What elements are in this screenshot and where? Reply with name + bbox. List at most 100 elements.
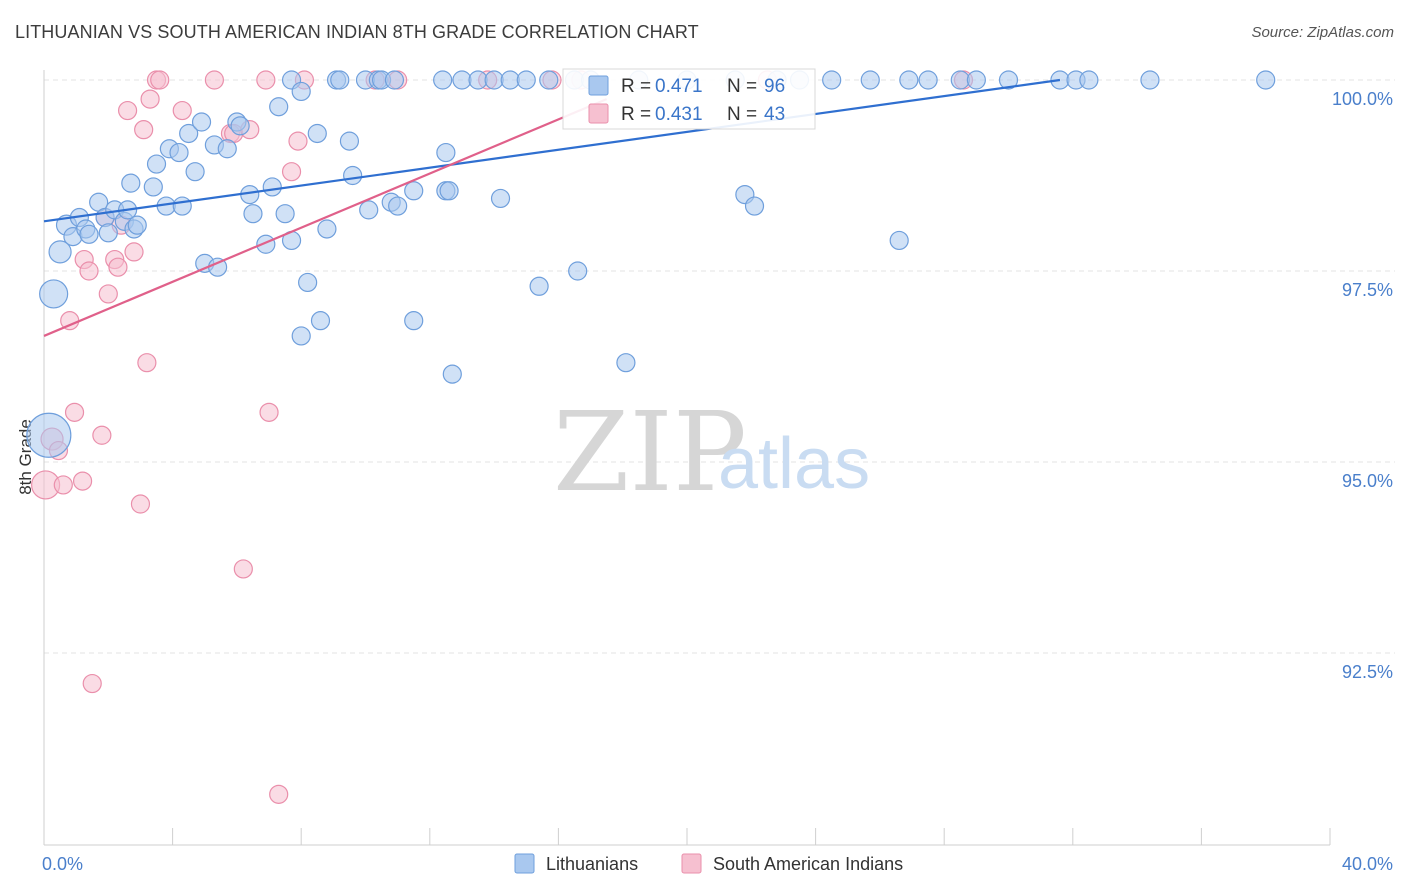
y-tick-label-3: 92.5% bbox=[1342, 662, 1393, 682]
south-american-indian-point-19 bbox=[134, 120, 154, 140]
south-american-indian-point-24 bbox=[172, 100, 192, 121]
lithuanian-point-33 bbox=[243, 204, 263, 224]
lithuanian-point-59 bbox=[433, 70, 453, 90]
south-american-indian-point-5 bbox=[64, 402, 85, 422]
x-ticks: 0.0% 40.0% bbox=[42, 828, 1393, 874]
lithuanian-point-42 bbox=[298, 272, 318, 293]
lithuanian-point-71 bbox=[539, 70, 559, 90]
south-american-indian-point-14 bbox=[108, 257, 128, 277]
legend-swatch-blue bbox=[588, 75, 609, 96]
legend-r-value-1: 0.471 bbox=[655, 76, 703, 97]
south-american-indian-point-31 bbox=[259, 402, 279, 422]
south-american-indian-point-21 bbox=[140, 89, 160, 109]
trend-line-1 bbox=[43, 98, 608, 337]
lithuanian-point-51 bbox=[359, 200, 379, 220]
south-american-indian-point-9 bbox=[82, 673, 102, 694]
lithuanian-point-63 bbox=[442, 364, 462, 384]
south-american-indian-point-18 bbox=[130, 494, 151, 514]
south-american-indian-point-8 bbox=[79, 261, 99, 281]
y-tick-label-0: 100.0% bbox=[1332, 89, 1393, 109]
lithuanian-point-83 bbox=[822, 70, 842, 90]
lithuanian-point-90 bbox=[998, 70, 1019, 90]
lithuanian-point-64 bbox=[452, 70, 472, 90]
lithuanian-point-36 bbox=[269, 97, 289, 117]
lithuanian-point-75 bbox=[616, 353, 636, 373]
south-american-indian-point-32 bbox=[269, 784, 289, 804]
lithuanian-point-65 bbox=[468, 70, 488, 90]
lithuanian-point-66 bbox=[484, 70, 504, 90]
lithuanian-point-1 bbox=[39, 279, 69, 309]
south-american-indian-point-12 bbox=[98, 284, 118, 304]
lithuanian-point-67 bbox=[490, 188, 511, 209]
lithuanian-point-93 bbox=[1079, 70, 1099, 90]
series-legend: Lithuanians South American Indians bbox=[514, 853, 903, 874]
lithuanian-point-0 bbox=[26, 412, 72, 458]
legend-swatch-south-american-indians bbox=[681, 853, 702, 874]
lithuanian-point-21 bbox=[169, 142, 189, 163]
lithuanian-point-41 bbox=[291, 326, 311, 346]
south-american-indian-point-17 bbox=[124, 242, 144, 262]
lithuanian-point-10 bbox=[98, 223, 118, 243]
lithuanian-point-60 bbox=[436, 142, 456, 163]
legend-swatch-lithuanians bbox=[514, 853, 535, 874]
lithuanian-point-35 bbox=[262, 177, 282, 197]
legend-n-label-2: N = bbox=[727, 104, 757, 125]
lithuanian-point-14 bbox=[121, 173, 141, 193]
stats-legend: R = 0.471 N = 96 R = 0.431 N = 43 bbox=[562, 68, 816, 130]
lithuanian-point-49 bbox=[343, 165, 363, 186]
south-american-indian-point-3 bbox=[53, 475, 73, 495]
lithuanian-point-43 bbox=[307, 123, 327, 144]
watermark-zip: ZIP bbox=[553, 388, 747, 516]
y-tick-label-1: 97.5% bbox=[1342, 280, 1393, 300]
south-american-indian-point-16 bbox=[117, 100, 138, 121]
lithuanian-point-17 bbox=[143, 177, 163, 197]
lithuanian-point-40 bbox=[291, 81, 311, 102]
legend-r-label-2: R = bbox=[621, 104, 651, 125]
legend-n-value-2: 43 bbox=[764, 104, 785, 125]
lithuanian-point-7 bbox=[79, 224, 99, 244]
lithuanian-point-57 bbox=[404, 181, 424, 201]
watermark-atlas: atlas bbox=[718, 424, 870, 504]
lithuanian-point-24 bbox=[185, 162, 205, 182]
y-tick-labels: 100.0% 97.5% 95.0% 92.5% bbox=[1332, 89, 1393, 682]
lithuanian-point-25 bbox=[191, 112, 212, 132]
south-american-indian-point-20 bbox=[137, 353, 157, 373]
x-tick-label-1: 40.0% bbox=[1342, 854, 1393, 874]
lithuanian-point-22 bbox=[172, 196, 192, 216]
lithuanian-point-44 bbox=[310, 311, 331, 331]
lithuanian-point-84 bbox=[860, 70, 880, 90]
series-lithuanians bbox=[26, 70, 1276, 458]
lithuanian-point-80 bbox=[744, 196, 765, 216]
south-american-indian-point-34 bbox=[288, 131, 308, 151]
south-american-indian-point-30 bbox=[256, 70, 276, 90]
lithuanian-point-48 bbox=[339, 131, 360, 151]
lithuanian-point-31 bbox=[230, 116, 250, 136]
lithuanian-point-47 bbox=[330, 70, 350, 90]
legend-n-label-1: N = bbox=[727, 76, 757, 97]
lithuanian-point-2 bbox=[48, 240, 72, 264]
lithuanian-point-89 bbox=[966, 70, 986, 90]
y-tick-label-2: 95.0% bbox=[1342, 471, 1393, 491]
lithuanian-point-45 bbox=[317, 219, 337, 239]
trend-lines bbox=[43, 78, 1061, 337]
lithuanian-point-87 bbox=[918, 70, 938, 90]
lithuanian-point-68 bbox=[500, 70, 520, 90]
source-credit: Source: ZipAtlas.com bbox=[1251, 24, 1394, 41]
lithuanian-point-29 bbox=[217, 139, 237, 159]
lithuanian-point-95 bbox=[1256, 70, 1276, 90]
south-american-indian-point-28 bbox=[233, 559, 253, 579]
legend-label-south-american-indians: South American Indians bbox=[713, 854, 903, 874]
south-american-indian-point-23 bbox=[150, 70, 170, 90]
south-american-indian-point-33 bbox=[281, 162, 302, 182]
lithuanian-point-69 bbox=[516, 70, 536, 90]
trend-line-0 bbox=[43, 78, 1061, 223]
legend-swatch-pink bbox=[588, 103, 609, 124]
lithuanian-point-85 bbox=[889, 230, 909, 251]
lithuanian-point-16 bbox=[127, 215, 147, 235]
legend-r-value-2: 0.431 bbox=[655, 104, 703, 125]
lithuanian-point-70 bbox=[529, 276, 549, 296]
legend-n-value-1: 96 bbox=[764, 76, 785, 97]
lithuanian-point-62 bbox=[439, 181, 459, 201]
legend-r-label-1: R = bbox=[621, 76, 651, 97]
south-american-indian-point-25 bbox=[204, 70, 224, 90]
